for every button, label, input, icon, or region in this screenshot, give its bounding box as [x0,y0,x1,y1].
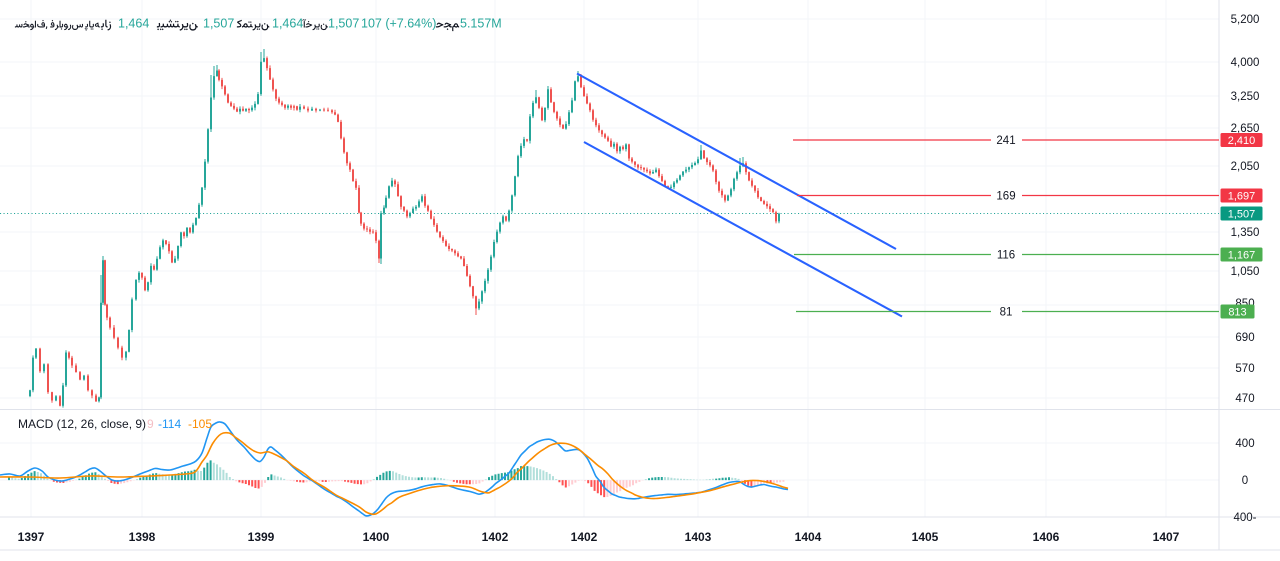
svg-text:2,050: 2,050 [1231,161,1260,173]
svg-text:1,507: 1,507 [328,17,359,31]
svg-text:-114: -114 [158,417,181,431]
svg-text:813: 813 [1228,307,1246,319]
svg-text:9: 9 [147,417,154,431]
svg-text:400: 400 [1235,438,1254,450]
svg-text:1400: 1400 [363,530,390,544]
svg-text:2,650: 2,650 [1231,123,1260,135]
svg-text:1406: 1406 [1033,530,1060,544]
svg-text:5.157M: 5.157M [460,17,502,31]
svg-text:81: 81 [1000,307,1013,319]
svg-text:690: 690 [1235,332,1254,344]
svg-text:1397: 1397 [18,530,45,544]
svg-text:0: 0 [1242,475,1248,487]
svg-text:1402: 1402 [571,530,598,544]
svg-text:107 (+7.64%): 107 (+7.64%) [361,17,436,31]
svg-text:1407: 1407 [1153,530,1180,544]
svg-text:1398: 1398 [129,530,156,544]
svg-text:400-: 400- [1233,512,1256,524]
svg-text:1,507: 1,507 [203,17,234,31]
svg-text:169: 169 [996,191,1015,203]
svg-text:1,507: 1,507 [1228,209,1256,221]
svg-text:2,410: 2,410 [1228,135,1256,147]
svg-text:1,697: 1,697 [1228,191,1256,203]
svg-text:1404: 1404 [795,530,822,544]
svg-text:1399: 1399 [248,530,275,544]
svg-text:1,050: 1,050 [1231,266,1260,278]
svg-text:-105: -105 [188,417,212,431]
svg-text:470: 470 [1235,393,1254,405]
svg-text:1405: 1405 [912,530,939,544]
svg-text:4,000: 4,000 [1231,57,1260,69]
svg-text:3,250: 3,250 [1231,91,1260,103]
svg-text:241: 241 [996,135,1015,147]
svg-text:570: 570 [1235,363,1254,375]
svg-text:1,464: 1,464 [118,17,149,31]
svg-text:1,350: 1,350 [1231,227,1260,239]
svg-text:5,200: 5,200 [1231,14,1260,26]
svg-text:1,167: 1,167 [1228,250,1256,262]
svg-text:116: 116 [997,250,1015,262]
svg-text:MACD (12, 26, close, 9): MACD (12, 26, close, 9) [18,417,146,431]
svg-text:1403: 1403 [685,530,712,544]
svg-text:1402: 1402 [482,530,509,544]
svg-text:1,464: 1,464 [272,17,303,31]
